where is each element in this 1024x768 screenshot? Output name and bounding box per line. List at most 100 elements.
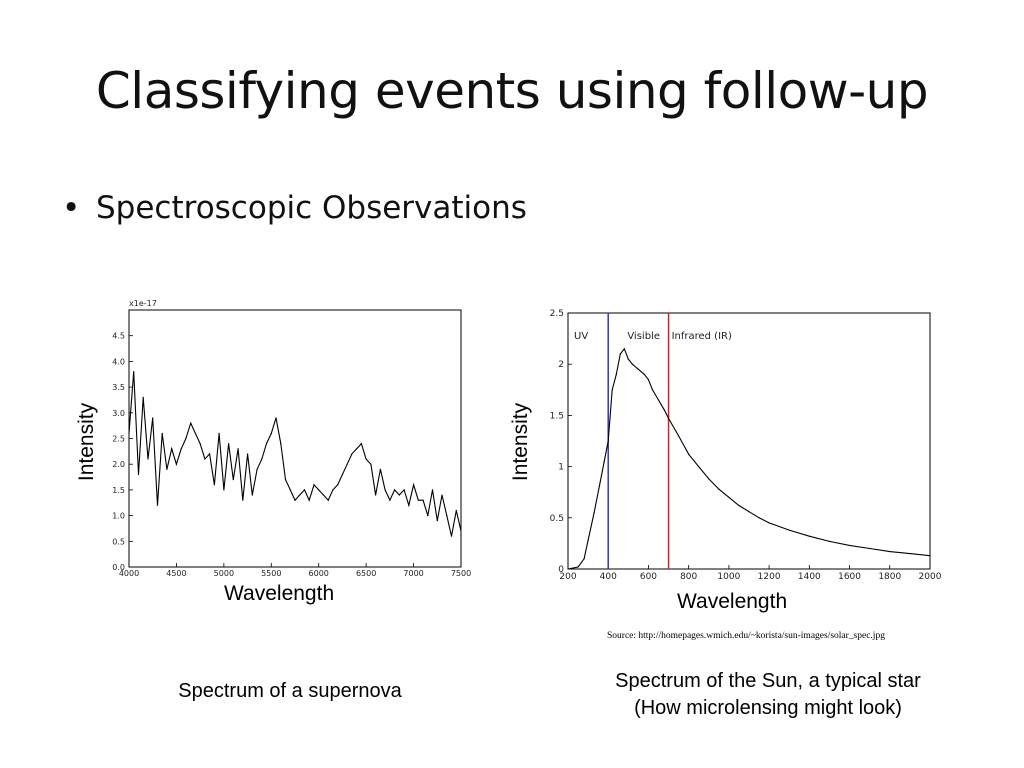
- data-point: [161, 432, 163, 434]
- data-point: [180, 448, 182, 450]
- left-xlabel: Wavelength: [224, 582, 335, 605]
- x-tick-label: 1600: [838, 572, 861, 582]
- right-ylabel: Intensity: [509, 402, 533, 482]
- data-point: [379, 468, 381, 470]
- x-tick-label: 1200: [758, 572, 781, 582]
- data-point: [567, 568, 569, 570]
- data-point: [436, 520, 438, 522]
- data-point: [398, 494, 400, 496]
- x-tick-label: 2000: [919, 572, 942, 582]
- data-point: [768, 522, 770, 524]
- data-point: [593, 512, 595, 514]
- data-point: [351, 453, 353, 455]
- data-point: [332, 489, 334, 491]
- data-point: [166, 468, 168, 470]
- data-point: [128, 432, 130, 434]
- data-point: [583, 558, 585, 560]
- data-point: [909, 553, 911, 555]
- data-point: [218, 432, 220, 434]
- data-point: [171, 448, 173, 450]
- data-point: [728, 496, 730, 498]
- data-point: [299, 494, 301, 496]
- y-tick-label: 3.5: [112, 383, 125, 392]
- data-point: [341, 473, 344, 476]
- data-point: [256, 468, 258, 470]
- data-point: [431, 489, 434, 491]
- data-point: [412, 484, 415, 486]
- data-point: [657, 399, 660, 401]
- x-tick-label: 1400: [798, 572, 821, 582]
- y-tick-label: 1.5: [112, 486, 125, 495]
- left-caption: Spectrum of a supernova: [178, 680, 402, 702]
- data-point: [194, 432, 196, 434]
- y-tick-label: 1.0: [112, 512, 125, 521]
- data-point: [356, 448, 358, 450]
- data-point: [175, 463, 178, 465]
- x-tick-label: 6000: [309, 569, 329, 578]
- data-point: [142, 396, 144, 398]
- data-point: [242, 499, 244, 501]
- y-tick-label: 3.0: [112, 409, 125, 418]
- data-point: [156, 504, 159, 506]
- data-point: [643, 373, 646, 376]
- x-tick-label: 400: [600, 572, 617, 582]
- data-point: [808, 535, 810, 537]
- data-point: [698, 466, 700, 468]
- region-label: Infrared (IR): [672, 331, 732, 342]
- data-point: [577, 566, 579, 568]
- data-point: [389, 499, 391, 501]
- data-point: [228, 443, 230, 445]
- data-point: [738, 504, 740, 507]
- data-point: [667, 417, 670, 420]
- data-point: [384, 489, 386, 491]
- data-point: [758, 517, 760, 519]
- x-tick-label: 1000: [717, 572, 740, 582]
- data-point: [185, 437, 187, 440]
- data-point: [275, 417, 277, 419]
- data-point: [199, 443, 201, 445]
- data-point: [137, 473, 140, 476]
- data-point: [360, 443, 362, 445]
- y-tick-label: 2.5: [112, 435, 125, 444]
- x-tick-label: 600: [640, 572, 657, 582]
- data-point: [318, 489, 320, 491]
- axis-multiplier: x1e-17: [129, 299, 157, 308]
- data-point: [408, 504, 410, 506]
- y-tick-label: 4.0: [112, 357, 125, 366]
- data-point: [232, 479, 234, 481]
- data-point: [303, 489, 306, 491]
- data-point: [748, 511, 750, 513]
- data-point: [213, 484, 215, 486]
- y-tick-label: 0.5: [112, 537, 125, 546]
- data-point: [869, 547, 871, 550]
- data-point: [611, 389, 613, 391]
- data-point: [209, 453, 211, 455]
- x-tick-label: 4000: [119, 569, 139, 578]
- data-point: [587, 539, 589, 541]
- x-tick-label: 6500: [356, 569, 376, 578]
- data-point: [204, 458, 206, 460]
- data-point: [678, 435, 680, 437]
- x-tick-label: 800: [680, 572, 697, 582]
- data-point: [289, 489, 291, 491]
- data-point: [270, 432, 272, 434]
- data-point: [929, 555, 931, 557]
- data-point: [147, 458, 149, 460]
- data-point: [346, 463, 348, 465]
- data-point: [688, 453, 690, 455]
- x-tick-label: 200: [559, 572, 576, 582]
- y-tick-label: 1: [558, 463, 564, 473]
- y-tick-label: 0.5: [550, 514, 564, 524]
- data-point: [284, 479, 287, 481]
- x-tick-label: 5500: [261, 569, 281, 578]
- data-point: [190, 422, 192, 424]
- data-point: [848, 544, 851, 547]
- data-point: [280, 443, 282, 445]
- data-point: [631, 363, 633, 365]
- data-point: [623, 348, 625, 350]
- y-tick-label: 1.5: [550, 411, 564, 421]
- x-tick-label: 5000: [214, 569, 234, 578]
- data-point: [375, 494, 377, 496]
- data-point: [708, 478, 710, 480]
